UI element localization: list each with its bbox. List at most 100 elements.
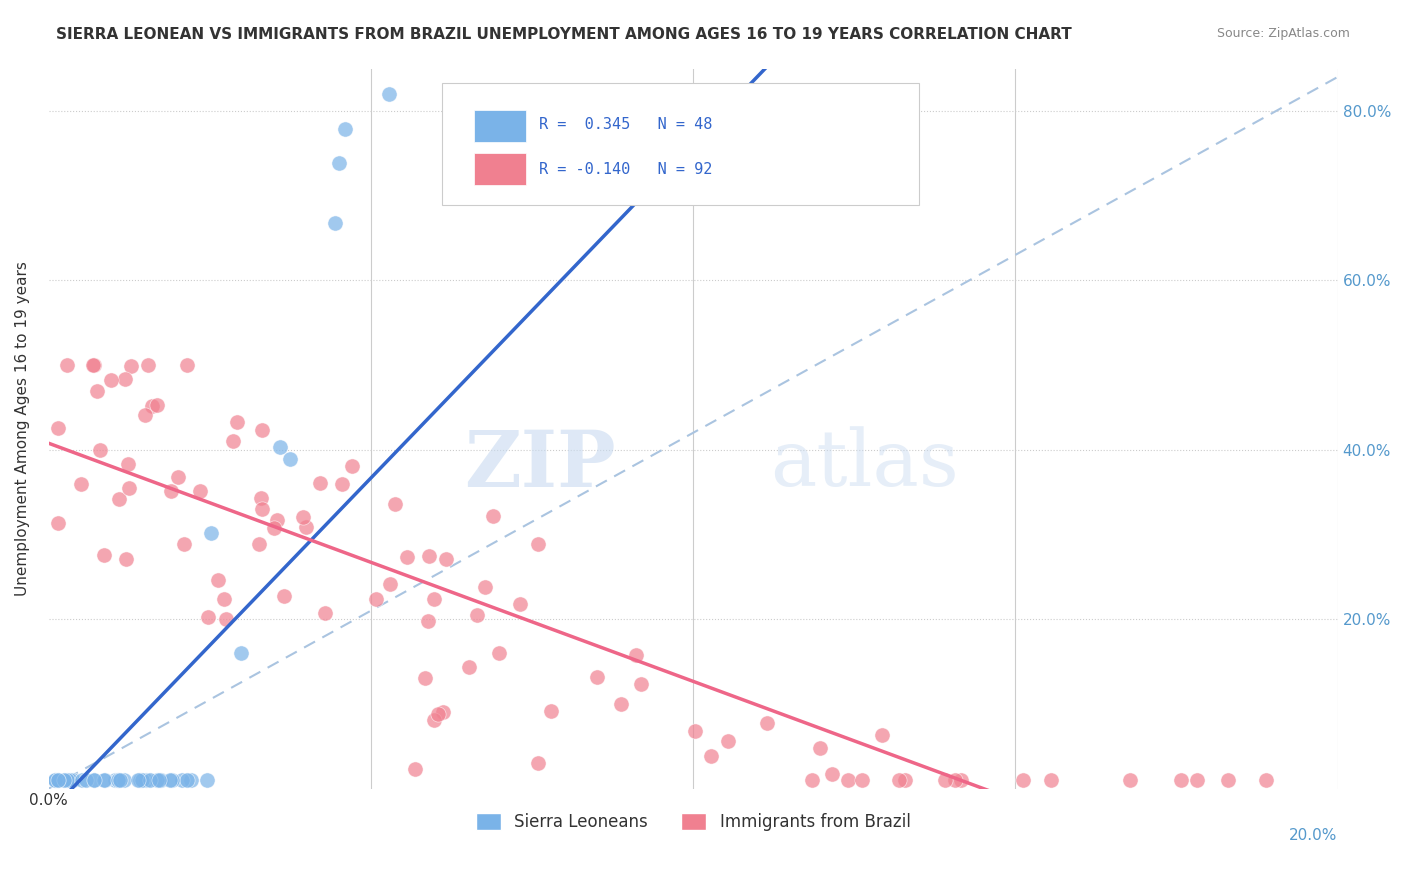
Point	[891, 87, 914, 101]
Point	[870, 728, 893, 742]
Point	[801, 773, 824, 788]
Point	[586, 670, 609, 684]
Point	[934, 773, 956, 788]
Point	[135, 773, 157, 788]
Point	[323, 216, 346, 230]
Point	[94, 773, 117, 788]
Point	[894, 773, 917, 788]
Point	[112, 773, 135, 788]
Point	[1011, 773, 1033, 788]
Point	[149, 773, 172, 788]
Point	[364, 592, 387, 607]
Point	[309, 475, 332, 490]
Point	[89, 442, 111, 457]
Point	[70, 773, 93, 788]
Point	[683, 723, 706, 738]
Point	[59, 773, 82, 788]
Point	[755, 715, 778, 730]
Bar	[474, 110, 526, 142]
Point	[699, 748, 721, 763]
Y-axis label: Unemployment Among Ages 16 to 19 years: Unemployment Among Ages 16 to 19 years	[15, 261, 30, 596]
Point	[418, 549, 440, 563]
Point	[426, 706, 449, 721]
Point	[139, 773, 162, 788]
Point	[278, 452, 301, 467]
Legend: Sierra Leoneans, Immigrants from Brazil: Sierra Leoneans, Immigrants from Brazil	[470, 806, 917, 838]
Point	[120, 359, 142, 374]
Point	[180, 773, 202, 788]
Point	[252, 424, 274, 438]
Point	[117, 457, 139, 471]
Point	[222, 434, 245, 449]
Point	[197, 609, 219, 624]
Point	[141, 400, 163, 414]
Point	[330, 477, 353, 491]
Point	[162, 773, 184, 788]
Point	[62, 773, 84, 788]
Point	[250, 501, 273, 516]
Point	[808, 740, 831, 755]
Point	[247, 537, 270, 551]
Point	[457, 659, 479, 673]
Point	[44, 773, 66, 788]
Point	[55, 358, 77, 372]
Point	[527, 756, 550, 771]
Point	[176, 773, 198, 788]
Point	[630, 677, 652, 691]
Point	[488, 646, 510, 660]
Point	[82, 358, 104, 372]
Point	[55, 773, 77, 788]
Point	[626, 648, 648, 662]
Point	[134, 408, 156, 422]
Point	[195, 773, 218, 788]
Point	[434, 552, 457, 566]
Point	[107, 773, 129, 788]
Point	[643, 87, 665, 101]
Point	[384, 497, 406, 511]
Point	[200, 525, 222, 540]
Text: 20.0%: 20.0%	[1289, 828, 1337, 843]
Point	[837, 773, 859, 788]
Point	[188, 483, 211, 498]
Point	[167, 470, 190, 484]
Point	[314, 606, 336, 620]
Point	[269, 441, 291, 455]
Point	[108, 491, 131, 506]
Point	[83, 773, 105, 788]
Point	[146, 773, 169, 788]
Point	[44, 773, 66, 788]
Point	[266, 513, 288, 527]
Point	[1119, 773, 1142, 788]
Point	[136, 358, 159, 372]
Text: R =  0.345   N = 48: R = 0.345 N = 48	[538, 117, 711, 132]
Point	[148, 773, 170, 788]
Point	[118, 481, 141, 495]
Point	[159, 773, 181, 788]
Text: Source: ZipAtlas.com: Source: ZipAtlas.com	[1216, 27, 1350, 40]
Point	[176, 358, 198, 372]
Point	[380, 577, 402, 591]
Point	[540, 704, 562, 718]
Point	[173, 537, 195, 551]
Point	[104, 773, 127, 788]
Point	[866, 87, 889, 101]
Point	[212, 592, 235, 607]
Point	[93, 548, 115, 562]
Point	[229, 646, 252, 660]
Point	[86, 384, 108, 399]
Point	[127, 773, 149, 788]
Point	[422, 713, 444, 727]
Point	[129, 773, 152, 788]
Point	[328, 155, 350, 169]
Point	[46, 773, 69, 788]
Point	[465, 607, 488, 622]
Point	[943, 773, 966, 788]
Point	[413, 671, 436, 685]
Point	[273, 589, 295, 603]
Point	[567, 87, 589, 101]
Text: R = -0.140   N = 92: R = -0.140 N = 92	[538, 161, 711, 177]
Point	[48, 516, 70, 531]
Point	[333, 122, 356, 136]
Point	[527, 536, 550, 550]
Point	[474, 580, 496, 594]
